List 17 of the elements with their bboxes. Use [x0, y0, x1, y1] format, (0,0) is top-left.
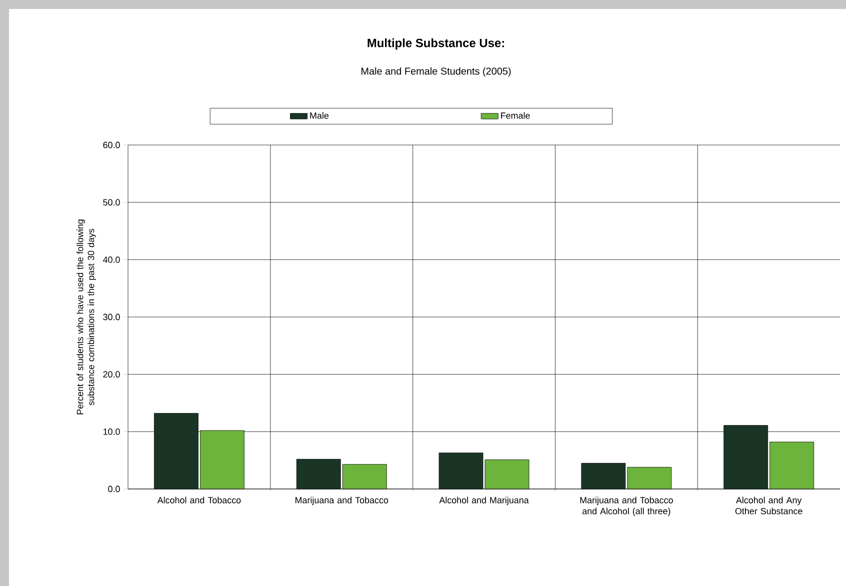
legend-label: Male [310, 112, 329, 119]
legend-label: Female [501, 112, 530, 119]
chart-title: Multiple Substance Use: [368, 38, 504, 50]
x-tick-label: Marijuana and Tobacco and Alcohol (all three) [580, 496, 673, 516]
y-tick-label: 0.0 [108, 486, 120, 492]
x-tick-label: Alcohol and Marijuana [439, 496, 529, 506]
x-tick-label: Alcohol and Any Other Substance [735, 496, 802, 514]
y-tick-label: 50.0 [103, 199, 120, 206]
y-tick-label: 60.0 [103, 142, 120, 148]
y-tick-label: 10.0 [103, 428, 120, 435]
y-tick-label: 20.0 [103, 371, 120, 378]
y-tick-label: 40.0 [102, 256, 120, 263]
chart-subtitle: Male and Female Students (2005) [362, 67, 511, 77]
y-tick-label: 30.0 [103, 314, 120, 320]
y-axis-title: Percent of students who have used the following substance combinations in the past 30 days [76, 220, 96, 414]
x-tick-label: Alcohol and Tobacco [157, 496, 241, 504]
x-tick-label: Marijuana and Tobacco [295, 496, 388, 506]
